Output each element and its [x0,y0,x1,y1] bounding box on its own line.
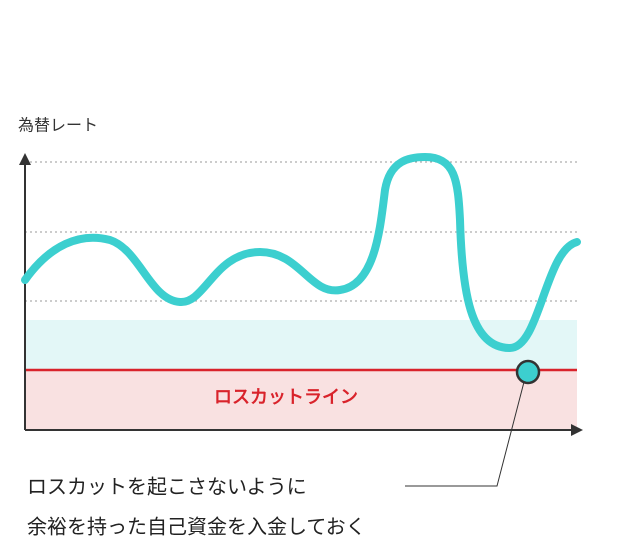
loss-cut-point [515,359,541,385]
loss-band [25,370,577,430]
rate-curve [21,152,581,353]
margin-band [25,320,577,370]
axes [19,153,583,436]
loss-cut-label: ロスカットライン [214,387,358,408]
axis-label: 為替レート [18,116,98,135]
note-line: ロスカットを起こさないように [27,475,307,499]
note-line: 余裕を持った自己資金を入金しておく [27,515,366,539]
leader-line [405,381,525,487]
guide-lines [25,161,577,302]
